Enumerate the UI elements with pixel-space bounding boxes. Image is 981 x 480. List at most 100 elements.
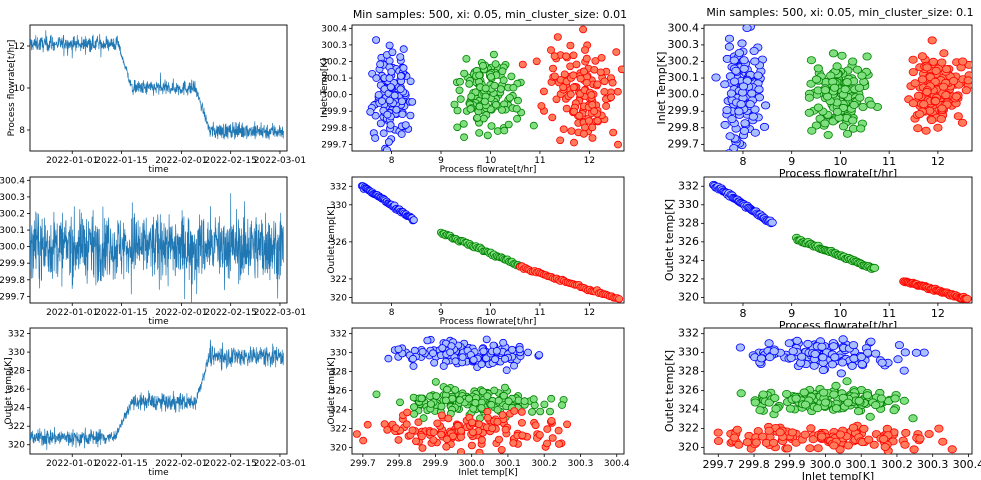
- y-tick-label: 300.4: [0, 176, 25, 186]
- scatter-point: [491, 355, 500, 364]
- scatter-point: [736, 100, 746, 109]
- scatter-point: [509, 361, 518, 370]
- scatter-point: [489, 50, 498, 59]
- scatter-point: [810, 349, 820, 358]
- scatter-point: [933, 123, 943, 132]
- scatter-point: [475, 71, 484, 80]
- scatter-point: [559, 125, 568, 133]
- title-right-column: Min samples: 500, xi: 0.05, min_cluster_…: [706, 6, 973, 19]
- scatter-point: [496, 85, 505, 93]
- scatter-point: [394, 436, 403, 444]
- scatter-point: [917, 52, 928, 61]
- scatter-point: [931, 66, 941, 75]
- y-tick-label: 12: [14, 42, 25, 52]
- scatter-point: [818, 353, 828, 362]
- scatter-point: [556, 136, 565, 145]
- scatter-point: [756, 354, 767, 363]
- scatter-point: [864, 435, 874, 444]
- scatter-point: [504, 120, 513, 129]
- scatter-point: [437, 430, 446, 439]
- scatter-point: [962, 294, 972, 303]
- scatter-point: [791, 394, 801, 403]
- scatter-point: [387, 68, 396, 76]
- scatter-point: [921, 126, 931, 135]
- y-tick-label: 320: [8, 441, 25, 451]
- scatter-point: [566, 41, 575, 50]
- scatter-point: [547, 46, 556, 54]
- scatter-point: [831, 404, 842, 413]
- scatter-point: [419, 414, 428, 422]
- y-tick-label: 326: [678, 384, 699, 397]
- m-inlet-outlet-chart: 320 322 324 326 328 330 332 299.7 299.8 299.9 300.…: [327, 327, 630, 478]
- scatter-series-3: [518, 25, 624, 149]
- scatter-point: [569, 71, 578, 79]
- scatter-point: [388, 48, 397, 57]
- scatter-point: [729, 77, 740, 86]
- scatter-point: [477, 360, 486, 369]
- y-tick-label: 326: [678, 235, 699, 248]
- scatter-point: [460, 69, 469, 78]
- scatter-point: [602, 102, 611, 110]
- scatter-point: [804, 93, 815, 102]
- scatter-point: [792, 336, 802, 345]
- scatter-point: [504, 397, 513, 406]
- y-tick-label: 328: [330, 368, 347, 378]
- scatter-point: [742, 25, 752, 32]
- scatter-point: [847, 361, 857, 370]
- scatter-point: [438, 344, 447, 352]
- x-tick-label: 2022-02-15: [205, 308, 257, 318]
- scatter-point: [813, 64, 823, 73]
- scatter-point: [500, 355, 509, 363]
- y-axis-label: Outlet temp[K]: [327, 357, 337, 424]
- scatter-point: [430, 358, 439, 367]
- y-tick-label: 332: [330, 330, 347, 340]
- scatter-point: [518, 60, 527, 69]
- scatter-point: [614, 140, 623, 149]
- x-axis-label: Inlet temp[K]: [802, 470, 874, 480]
- scatter-point: [492, 347, 501, 355]
- scatter-point: [722, 106, 732, 115]
- scatter-point: [765, 353, 775, 362]
- scatter-point: [497, 445, 506, 454]
- scatter-point: [764, 426, 774, 435]
- scatter-point: [582, 79, 591, 87]
- ts-inlet-chart: 299.7 299.8 299.9 300.0 300.1 300.2 300.3 300.4…: [0, 176, 306, 327]
- scatter-point: [957, 118, 968, 127]
- scatter-point: [444, 414, 453, 423]
- scatter-point: [936, 115, 946, 124]
- y-tick-label: 300.0: [0, 243, 25, 253]
- scatter-point: [909, 445, 919, 454]
- scatter-point: [941, 91, 951, 100]
- x-tick-label: 299.8: [738, 458, 770, 471]
- scatter-point: [517, 418, 526, 427]
- scatter-point: [567, 127, 576, 135]
- y-tick-label: 332: [678, 327, 699, 340]
- scatter-point: [443, 385, 452, 394]
- r-flow-outlet-plot-frame: [703, 176, 973, 304]
- y-tick-label: 300.1: [668, 71, 700, 84]
- scatter-point: [385, 74, 394, 82]
- scatter-point: [569, 83, 578, 92]
- scatter-point: [890, 394, 900, 403]
- scatter-point: [447, 342, 456, 350]
- scatter-point: [869, 440, 879, 449]
- scatter-point: [915, 434, 925, 443]
- y-axis-label: Outlet temp[K]: [4, 357, 14, 424]
- scatter-point: [915, 110, 925, 119]
- scatter-point: [552, 95, 561, 104]
- scatter-point: [460, 133, 469, 142]
- scatter-point: [837, 358, 848, 367]
- scatter-point: [581, 123, 590, 132]
- scatter-point: [529, 121, 538, 130]
- scatter-point: [817, 342, 827, 351]
- scatter-point: [908, 414, 918, 423]
- scatter-point: [750, 105, 760, 114]
- y-tick-label: 320: [330, 443, 347, 453]
- scatter-point: [758, 390, 768, 399]
- scatter-point: [751, 438, 761, 447]
- x-tick-label: 8: [739, 155, 746, 168]
- y-tick-label: 326: [8, 385, 25, 395]
- scatter-point: [961, 86, 971, 95]
- x-tick-label: 9: [438, 308, 444, 318]
- scatter-point: [582, 54, 591, 63]
